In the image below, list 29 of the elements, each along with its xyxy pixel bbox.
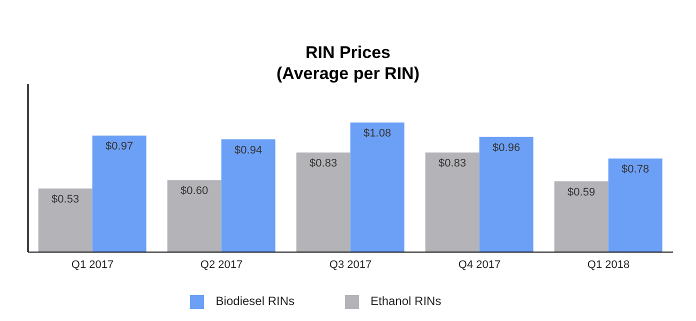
bar <box>608 158 662 252</box>
legend-label: Ethanol RINs <box>370 294 442 308</box>
data-label: $0.60 <box>180 185 208 198</box>
bar <box>296 152 350 252</box>
data-label: $0.59 <box>568 186 596 198</box>
x-tick-label: Q3 2017 <box>329 258 372 271</box>
bar <box>92 136 146 252</box>
data-label: $0.97 <box>106 140 134 153</box>
bar <box>167 180 222 252</box>
data-label: $0.78 <box>622 163 650 176</box>
x-tick-label: Q2 2017 <box>200 258 243 271</box>
bar <box>479 136 534 252</box>
data-label: $0.53 <box>52 194 80 206</box>
x-tick-label: Q1 2018 <box>587 258 630 271</box>
bar <box>38 188 92 252</box>
legend-label: Biodiesel RINs <box>216 294 294 308</box>
chart-subtitle: (Average per RIN) <box>276 63 420 84</box>
bar <box>350 122 404 252</box>
bar <box>554 181 608 252</box>
data-label: $0.83 <box>438 157 466 170</box>
data-label: $0.96 <box>492 142 520 154</box>
data-label: $1.08 <box>364 127 392 140</box>
x-tick-label: Q4 2017 <box>458 258 501 271</box>
data-label: $0.94 <box>234 144 262 156</box>
x-tick-label: Q1 2017 <box>71 258 114 271</box>
bar <box>425 152 480 252</box>
bar <box>221 139 276 252</box>
data-label: $0.83 <box>310 157 338 170</box>
chart-title: RIN Prices <box>304 42 392 63</box>
